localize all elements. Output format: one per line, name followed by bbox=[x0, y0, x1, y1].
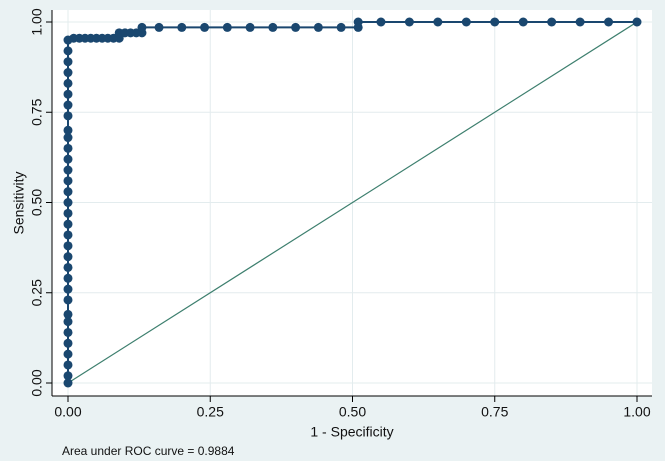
point bbox=[63, 68, 73, 78]
point bbox=[63, 208, 73, 218]
point bbox=[63, 309, 73, 319]
point bbox=[63, 143, 73, 153]
series-line bbox=[67, 21, 638, 384]
y-axis-title: Sensitivity bbox=[11, 171, 27, 234]
point bbox=[63, 317, 73, 327]
point bbox=[63, 252, 73, 262]
point bbox=[547, 17, 557, 27]
point bbox=[632, 17, 642, 27]
point bbox=[313, 22, 323, 32]
point bbox=[63, 100, 73, 110]
point bbox=[404, 17, 414, 27]
point bbox=[63, 273, 73, 283]
point bbox=[137, 22, 147, 32]
x-axis-title: 1 - Specificity bbox=[310, 424, 393, 440]
x-tick-label: 0.75 bbox=[481, 404, 508, 420]
point bbox=[353, 17, 363, 27]
point bbox=[63, 198, 73, 207]
y-tick-label: 0.25 bbox=[29, 279, 45, 306]
y-tick-label: 0.75 bbox=[29, 98, 45, 125]
x-tick-label: 0.50 bbox=[339, 404, 366, 420]
point bbox=[245, 22, 255, 32]
point bbox=[268, 22, 278, 32]
point bbox=[63, 46, 73, 56]
point bbox=[63, 262, 73, 272]
point bbox=[63, 187, 73, 197]
point bbox=[575, 17, 585, 27]
point bbox=[63, 165, 73, 175]
point bbox=[63, 295, 73, 305]
point bbox=[63, 78, 73, 88]
point bbox=[63, 378, 73, 388]
point bbox=[222, 22, 232, 32]
x-tick-label: 1.00 bbox=[623, 404, 650, 420]
y-tick-label: 0.50 bbox=[29, 189, 45, 216]
point bbox=[63, 219, 73, 229]
point bbox=[63, 154, 73, 164]
y-tick-label: 0.00 bbox=[29, 369, 45, 396]
point bbox=[63, 284, 73, 294]
point bbox=[63, 338, 73, 348]
y-tick-label: 1.00 bbox=[29, 8, 45, 35]
point bbox=[604, 17, 614, 27]
point bbox=[63, 327, 73, 337]
point bbox=[518, 17, 528, 27]
point bbox=[63, 241, 73, 251]
point bbox=[433, 17, 443, 27]
point bbox=[154, 22, 164, 32]
note: Area under ROC curve = 0.9884 bbox=[62, 444, 235, 458]
point bbox=[490, 17, 500, 27]
point bbox=[461, 17, 471, 27]
point bbox=[63, 111, 73, 121]
point bbox=[63, 89, 73, 99]
point bbox=[63, 125, 73, 135]
point bbox=[291, 22, 301, 32]
point bbox=[63, 57, 73, 67]
x-tick-label: 0.25 bbox=[197, 404, 224, 420]
point bbox=[63, 360, 73, 370]
point bbox=[200, 22, 210, 32]
point bbox=[336, 22, 346, 32]
point bbox=[63, 230, 73, 240]
x-tick-label: 0.00 bbox=[54, 404, 81, 420]
point bbox=[63, 133, 73, 143]
point bbox=[63, 176, 73, 186]
point bbox=[63, 349, 73, 359]
point bbox=[63, 371, 73, 381]
point bbox=[376, 17, 386, 27]
point bbox=[177, 22, 187, 32]
